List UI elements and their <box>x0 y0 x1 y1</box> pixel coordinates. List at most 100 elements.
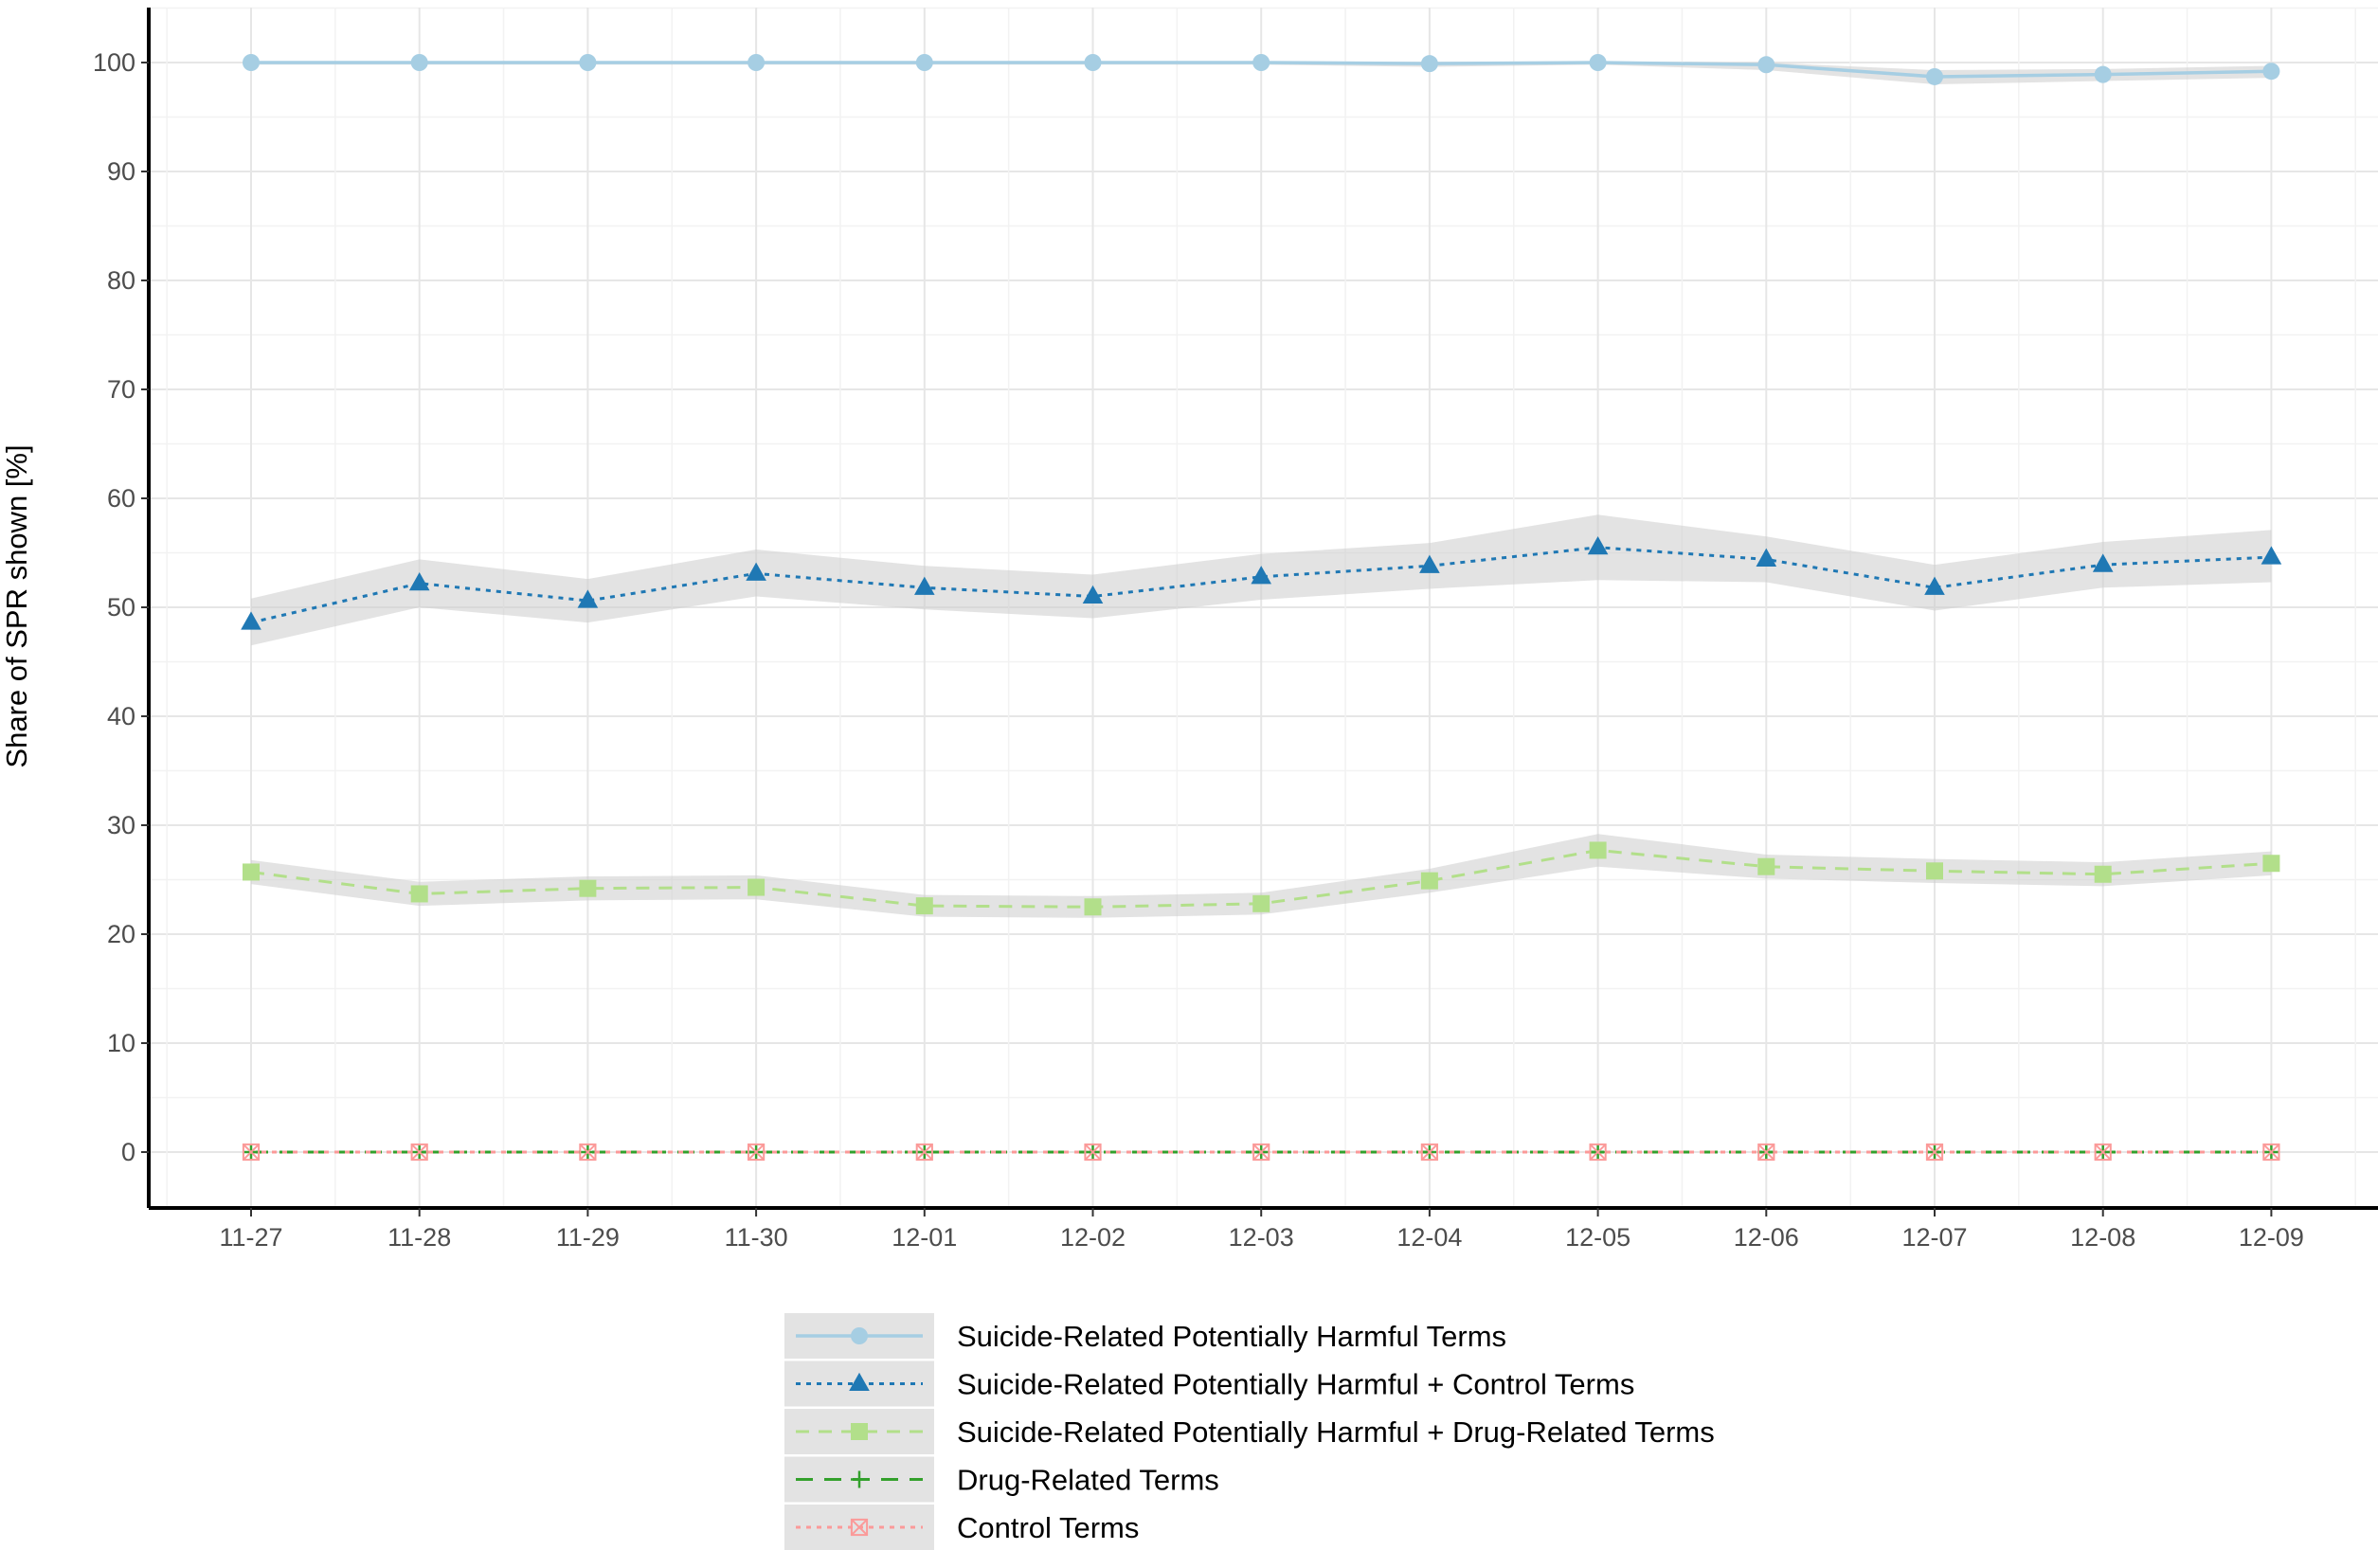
box-stroke <box>1252 1143 1270 1162</box>
legend: Suicide-Related Potentially Harmful Term… <box>784 1313 1715 1550</box>
x-tick-label: 12-04 <box>1396 1223 1462 1252</box>
legend-item: Suicide-Related Potentially Harmful + Co… <box>784 1361 1634 1407</box>
data-point-boxed-x <box>2262 1143 2280 1162</box>
x-tick-label: 11-28 <box>387 1223 451 1252</box>
x-stroke <box>1926 1144 1943 1161</box>
data-point-square <box>1926 862 1943 880</box>
data-point-circle <box>1926 67 1943 85</box>
y-tick-label: 70 <box>107 375 135 404</box>
data-point-square <box>1757 857 1775 875</box>
x-stroke <box>410 1144 428 1161</box>
x-stroke <box>1421 1144 1438 1161</box>
data-point-triangle <box>2261 546 2282 565</box>
data-point-circle <box>1589 54 1607 71</box>
box-stroke <box>2094 1143 2112 1162</box>
legend-item: Suicide-Related Potentially Harmful + Dr… <box>784 1409 1715 1454</box>
data-point-square <box>1252 894 1270 912</box>
y-tick-label: 10 <box>107 1029 135 1057</box>
data-point-triangle <box>849 1372 870 1392</box>
x-stroke <box>748 1144 765 1161</box>
data-point-square <box>748 878 766 896</box>
data-point-triangle <box>577 589 599 608</box>
data-point-triangle <box>1587 536 1609 555</box>
x-tick-label: 12-07 <box>1901 1223 1967 1252</box>
x-stroke <box>1252 1144 1270 1161</box>
data-point-square <box>915 897 933 915</box>
data-point-circle <box>915 54 933 71</box>
data-point-circle <box>2094 65 2112 83</box>
data-point-boxed-x <box>915 1143 933 1162</box>
data-point-circle <box>1420 55 1438 73</box>
confidence-band <box>251 834 2272 918</box>
x-stroke <box>243 1144 260 1161</box>
data-point-square <box>243 863 260 881</box>
x-tick-label: 12-05 <box>1565 1223 1630 1252</box>
data-point-square <box>2262 855 2280 873</box>
data-point-boxed-x <box>410 1143 428 1162</box>
x-tick-label: 11-27 <box>219 1223 282 1252</box>
data-point-boxed-x <box>579 1143 597 1162</box>
y-tick-label: 90 <box>107 157 135 186</box>
data-point-boxed-x <box>1420 1143 1439 1162</box>
data-point-circle <box>2262 63 2280 81</box>
data-point-boxed-x <box>1084 1143 1102 1162</box>
x-stroke <box>579 1144 597 1161</box>
legend-label: Suicide-Related Potentially Harmful + Co… <box>957 1368 1634 1401</box>
data-point-boxed-x <box>1252 1143 1270 1162</box>
y-tick-label: 40 <box>107 702 135 730</box>
data-point-triangle <box>1082 585 1104 604</box>
data-point-triangle <box>914 576 935 595</box>
data-point-circle <box>579 54 597 71</box>
legend-item: Control Terms <box>784 1505 1139 1550</box>
data-point-square <box>579 879 597 897</box>
data-point-boxed-x <box>1925 1143 1944 1162</box>
data-point-circle <box>851 1327 868 1344</box>
x-tick-label: 12-01 <box>892 1223 957 1252</box>
legend-label: Suicide-Related Potentially Harmful Term… <box>957 1320 1506 1353</box>
data-point-triangle <box>1251 566 1271 585</box>
legend-label: Suicide-Related Potentially Harmful + Dr… <box>957 1415 1715 1449</box>
data-point-triangle <box>241 611 261 630</box>
series-markers <box>241 54 2282 1162</box>
x-tick-label: 11-30 <box>725 1223 788 1252</box>
data-point-circle <box>1252 54 1270 71</box>
data-point-boxed-x <box>1757 1143 1775 1162</box>
data-point-circle <box>410 54 428 71</box>
y-tick-label: 20 <box>107 920 135 948</box>
data-point-circle <box>243 54 260 71</box>
x-stroke <box>915 1144 933 1161</box>
y-tick-label: 50 <box>107 593 135 622</box>
x-stroke <box>2094 1144 2112 1161</box>
box-stroke <box>915 1143 933 1162</box>
data-point-plus <box>851 1470 868 1488</box>
data-point-boxed-x <box>748 1143 766 1162</box>
x-stroke <box>1757 1144 1775 1161</box>
x-tick-label: 12-02 <box>1060 1223 1126 1252</box>
data-point-boxed-x <box>1589 1143 1607 1162</box>
legend-label: Control Terms <box>957 1511 1139 1544</box>
data-point-triangle <box>2092 553 2114 572</box>
box-stroke <box>1589 1143 1607 1162</box>
x-tick-label: 12-06 <box>1734 1223 1799 1252</box>
data-point-circle <box>1084 54 1102 71</box>
data-point-square <box>851 1423 868 1440</box>
box-stroke <box>2262 1143 2280 1162</box>
box-stroke <box>1757 1143 1775 1162</box>
y-tick-label: 0 <box>121 1138 135 1166</box>
data-point-triangle <box>1419 554 1440 573</box>
data-point-circle <box>748 54 766 71</box>
x-tick-label: 12-03 <box>1229 1223 1294 1252</box>
x-stroke <box>2262 1144 2280 1161</box>
x-tick-label: 11-29 <box>556 1223 620 1252</box>
box-stroke <box>850 1518 869 1537</box>
data-point-square <box>1420 872 1438 890</box>
legend-label: Drug-Related Terms <box>957 1464 1219 1497</box>
data-point-boxed-x <box>242 1143 261 1162</box>
data-point-triangle <box>1756 548 1777 567</box>
box-stroke <box>410 1143 428 1162</box>
x-stroke <box>1589 1144 1607 1161</box>
data-point-square <box>410 885 428 903</box>
box-stroke <box>242 1143 261 1162</box>
data-point-boxed-x <box>2094 1143 2112 1162</box>
